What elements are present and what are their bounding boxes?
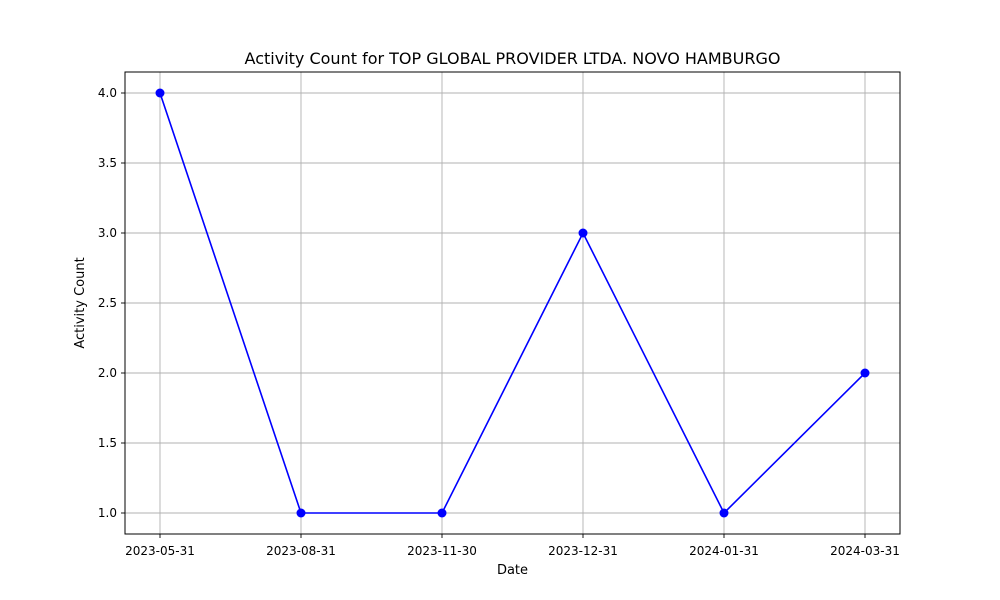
y-tick-label: 2.5: [98, 296, 117, 310]
data-point: [437, 508, 447, 518]
y-tick-label: 2.0: [98, 366, 117, 380]
x-tick-label: 2023-12-31: [548, 544, 618, 558]
x-tick-label: 2023-08-31: [266, 544, 336, 558]
x-tick-label: 2023-05-31: [125, 544, 195, 558]
y-tick-label: 1.5: [98, 436, 117, 450]
x-axis-label: Date: [497, 563, 528, 578]
data-point: [296, 508, 306, 518]
data-point: [578, 228, 588, 238]
y-tick-label: 3.5: [98, 156, 117, 170]
y-tick-label: 1.0: [98, 506, 117, 520]
chart-title: Activity Count for TOP GLOBAL PROVIDER L…: [245, 49, 781, 68]
y-tick-label: 3.0: [98, 226, 117, 240]
y-axis-label: Activity Count: [73, 257, 88, 348]
x-tick-label: 2024-03-31: [830, 544, 900, 558]
series-line: [159, 92, 866, 515]
x-tick-label: 2024-01-31: [689, 544, 759, 558]
series-activity-count: [155, 88, 870, 518]
data-point: [719, 508, 729, 518]
y-tick-label: 4.0: [98, 86, 117, 100]
data-point: [155, 88, 165, 98]
axis-ticks: 2023-05-31 2023-08-31 2023-11-30 2023-12-31…: [98, 86, 900, 558]
x-tick-label: 2023-11-30: [407, 544, 477, 558]
grid-lines: [125, 72, 900, 534]
data-point: [860, 368, 870, 378]
